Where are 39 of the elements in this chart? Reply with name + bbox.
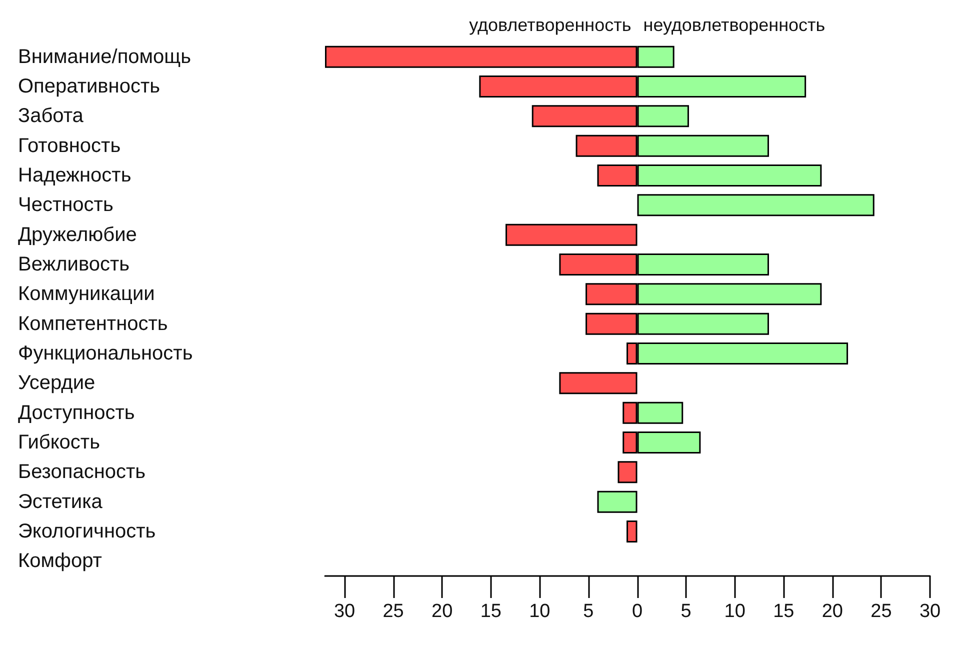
x-tick-label: 10	[724, 601, 746, 622]
x-tick-label: 30	[919, 601, 941, 622]
x-tick-label: 20	[432, 601, 453, 622]
x-tick-label: 20	[822, 601, 843, 622]
x-tick-label: 25	[382, 601, 404, 622]
bar	[559, 372, 638, 394]
x-tick-label: 5	[583, 601, 594, 622]
x-tick-label: 15	[773, 601, 794, 622]
x-tick-label: 25	[870, 601, 892, 622]
y-tick-label: Экологичность	[18, 520, 156, 542]
y-tick-label: Коммуникации	[18, 283, 155, 306]
y-tick-label: Оперативность	[18, 76, 160, 98]
y-tick-label: Функциональность	[18, 342, 193, 364]
bar	[506, 224, 638, 246]
bar	[626, 520, 638, 542]
x-tick-label: 30	[334, 601, 356, 622]
y-tick-label: Надежность	[18, 164, 132, 186]
y-tick-label: Эстетика	[18, 490, 104, 513]
y-tick-label: Готовность	[18, 134, 121, 157]
y-tick-label: Гибкость	[18, 432, 100, 454]
bar	[637, 194, 874, 216]
bar	[597, 490, 638, 513]
x-tick-label: 10	[529, 601, 550, 622]
series-label: неудовлетворенность	[643, 15, 826, 35]
y-tick-label: Честность	[18, 194, 114, 216]
y-tick-label: Дружелюбие	[18, 224, 137, 246]
y-tick-label: Доступность	[18, 402, 135, 424]
x-tick-label: 15	[480, 601, 502, 622]
x-tick-label: 0	[632, 601, 643, 622]
y-tick-label: Внимание/помощь	[18, 46, 192, 68]
y-tick-label: Вежливость	[18, 254, 130, 276]
series-label: удовлетворенность	[469, 15, 632, 35]
y-tick-label: Комфорт	[18, 550, 102, 572]
y-tick-label: Безопасность	[18, 461, 146, 484]
bar	[618, 461, 638, 484]
y-tick-label: Забота	[18, 105, 84, 128]
x-tick-label: 5	[680, 601, 692, 622]
y-tick-label: Усердие	[18, 372, 96, 394]
y-tick-label: Компетентность	[18, 312, 168, 335]
